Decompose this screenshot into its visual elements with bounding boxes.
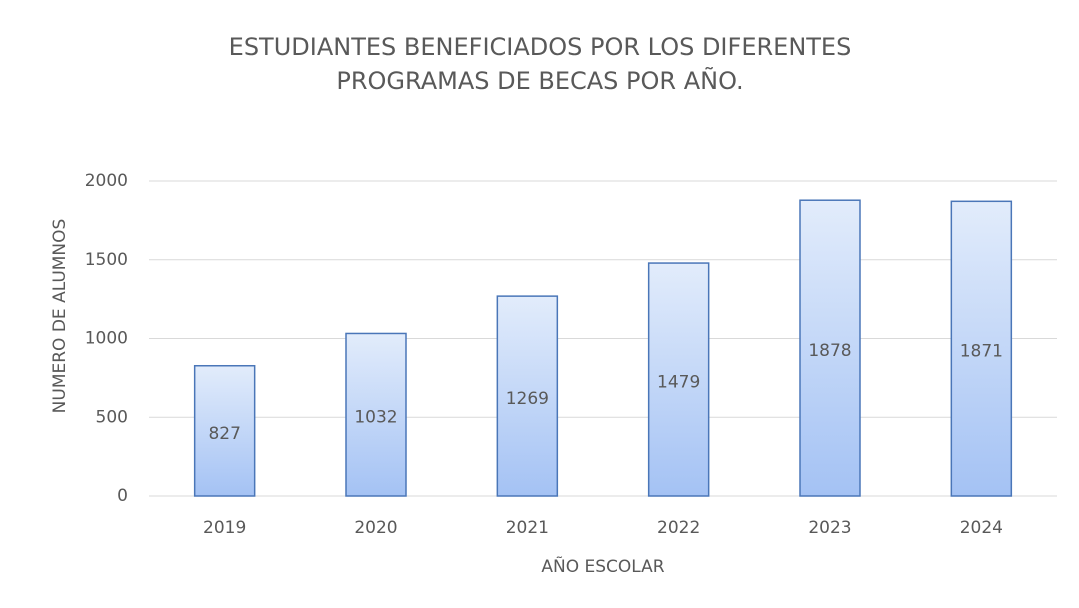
bar <box>496 295 559 497</box>
y-axis-label: NUMERO DE ALUMNOS <box>50 219 70 414</box>
data-label: 827 <box>208 424 240 444</box>
data-label: 1871 <box>960 342 1003 362</box>
data-label: 1878 <box>808 341 851 361</box>
y-tick-label: 500 <box>96 407 128 427</box>
x-tick-label: 2022 <box>657 518 700 538</box>
x-axis-label: AÑO ESCOLAR <box>541 555 664 577</box>
y-tick-label: 2000 <box>85 171 128 191</box>
x-tick-label: 2024 <box>960 518 1003 538</box>
chart-title: ESTUDIANTES BENEFICIADOS POR LOS DIFEREN… <box>228 33 852 95</box>
y-tick-label: 0 <box>117 486 128 506</box>
data-label: 1032 <box>354 408 397 428</box>
bar <box>950 200 1013 497</box>
data-label: 1479 <box>657 373 700 393</box>
bar <box>345 332 407 497</box>
x-tick-label: 2019 <box>203 518 246 538</box>
y-tick-label: 1500 <box>85 250 128 270</box>
data-label: 1269 <box>506 389 549 409</box>
bar <box>799 199 861 497</box>
bar <box>647 262 710 497</box>
y-tick-label: 1000 <box>85 329 128 349</box>
x-tick-label: 2023 <box>808 518 851 538</box>
x-tick-label: 2021 <box>506 518 549 538</box>
bar <box>193 364 256 497</box>
x-tick-label: 2020 <box>354 518 397 538</box>
